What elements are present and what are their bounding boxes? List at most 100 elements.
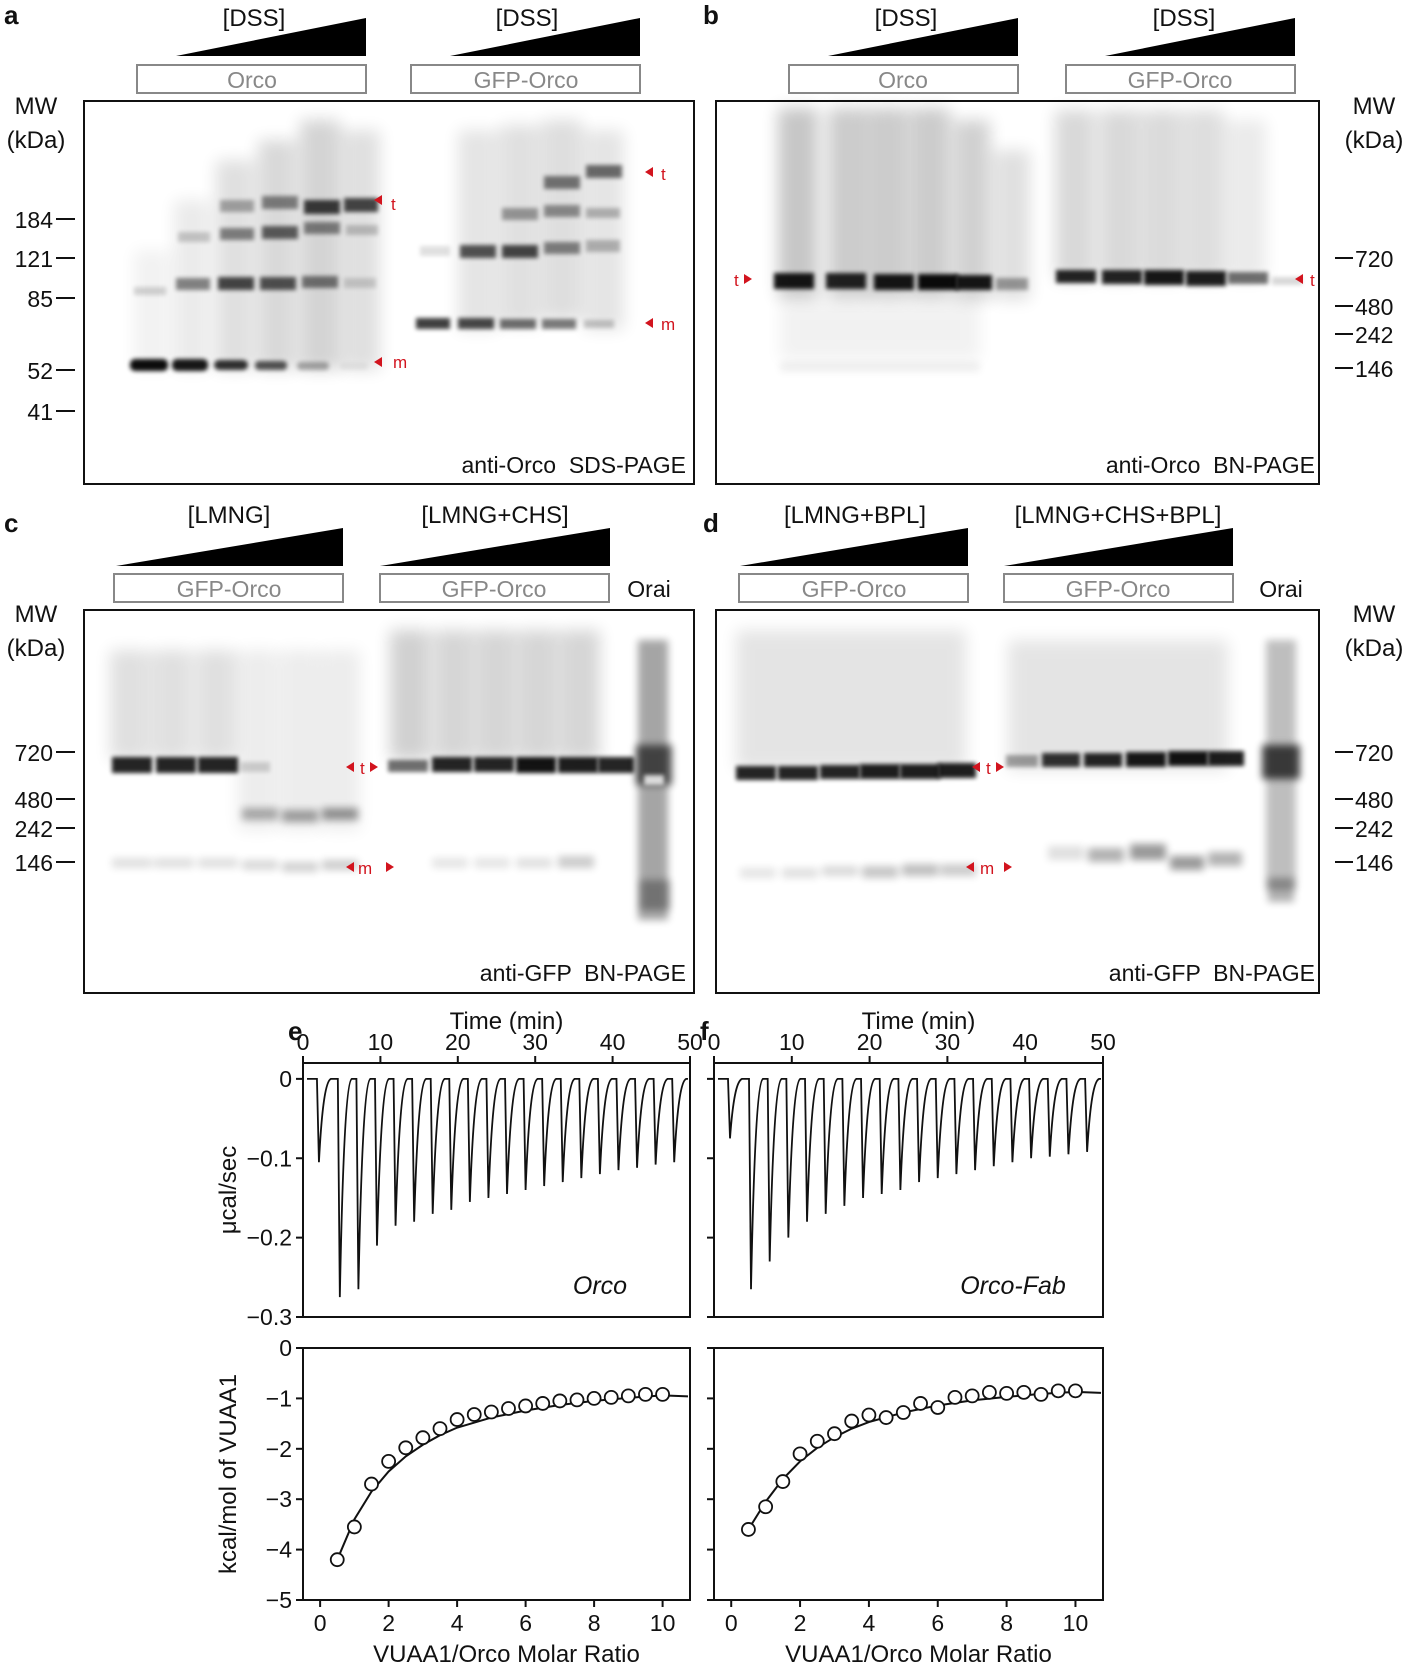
mw-axis-title: MW bbox=[15, 93, 58, 120]
condition-label: [DSS] bbox=[875, 5, 938, 32]
x-tick-label: 6 bbox=[519, 1610, 532, 1636]
band-label: t bbox=[734, 271, 739, 290]
construct-label: Orco bbox=[227, 67, 277, 93]
data-point bbox=[483, 1404, 499, 1420]
itc-panel-f: 0 10 20 30 40 50 Time (min) Orco-Fab bbox=[707, 1008, 1116, 1318]
mw-marker-ticks bbox=[1335, 257, 1353, 369]
band-arrow-icon bbox=[645, 167, 653, 177]
blot-caption: anti-GFP BN-PAGE bbox=[480, 960, 686, 986]
concentration-wedge bbox=[176, 18, 366, 56]
construct-label: GFP-Orco bbox=[177, 576, 282, 602]
data-point bbox=[535, 1396, 551, 1411]
thermogram-trace bbox=[718, 1077, 1101, 1290]
thermogram-trace bbox=[307, 1077, 688, 1298]
x-tick-label: 10 bbox=[368, 1029, 394, 1055]
concentration-wedge bbox=[450, 18, 640, 56]
construct-label: Orco bbox=[878, 67, 928, 93]
band-arrow-icon bbox=[370, 762, 378, 772]
blot-image bbox=[736, 630, 1300, 902]
panel-d: d [LMNG+BPL] [LMNG+CHS+BPL] GFP-Orco GFP… bbox=[703, 502, 1403, 994]
mw-marker: 242 bbox=[15, 816, 53, 842]
data-point bbox=[569, 1392, 585, 1408]
data-point bbox=[981, 1384, 997, 1400]
x-axis-title: Time (min) bbox=[862, 1008, 976, 1035]
y-axis-title: μcal/sec bbox=[215, 1146, 242, 1235]
mw-marker: 480 bbox=[1355, 787, 1393, 813]
mw-axis-title: MW bbox=[15, 601, 58, 628]
x-tick-label: 40 bbox=[1012, 1029, 1038, 1055]
mw-axis-title: (kDa) bbox=[1345, 127, 1404, 154]
construct-box bbox=[379, 573, 610, 603]
x-tick-label: 4 bbox=[451, 1610, 464, 1636]
mw-marker: 184 bbox=[15, 207, 54, 233]
panel-a: a [DSS] [DSS] Orco GFP-Orco MW (kDa) bbox=[4, 0, 695, 485]
data-point bbox=[775, 1474, 791, 1489]
mw-marker: 146 bbox=[1355, 356, 1393, 382]
band-arrow-icon bbox=[374, 357, 382, 367]
y-tick-label: −1 bbox=[266, 1385, 292, 1411]
data-point bbox=[792, 1446, 808, 1462]
data-point bbox=[895, 1405, 911, 1420]
x-tick-label: 0 bbox=[708, 1029, 721, 1055]
data-point bbox=[758, 1499, 774, 1515]
mw-marker: 146 bbox=[15, 850, 53, 876]
condition-label: [DSS] bbox=[496, 5, 559, 32]
x-axis-title: VUAA1/Orco Molar Ratio bbox=[373, 1641, 640, 1664]
band-label: t bbox=[986, 759, 991, 778]
band-label: t bbox=[661, 165, 666, 184]
data-point bbox=[329, 1552, 345, 1568]
x-tick-label: 0 bbox=[297, 1029, 310, 1055]
band-label: t bbox=[360, 759, 365, 778]
data-point bbox=[1033, 1386, 1049, 1402]
x-tick-label: 0 bbox=[725, 1610, 738, 1636]
concentration-wedge bbox=[828, 18, 1018, 56]
band-label: m bbox=[393, 353, 407, 372]
data-point bbox=[844, 1413, 860, 1429]
construct-label: GFP-Orco bbox=[442, 576, 547, 602]
construct-box bbox=[136, 64, 367, 94]
mw-axis-title: (kDa) bbox=[7, 635, 66, 662]
band-arrow-icon bbox=[346, 762, 354, 772]
band-arrow-icon bbox=[645, 318, 653, 328]
mw-marker: 720 bbox=[1355, 246, 1393, 272]
x-tick-label: 10 bbox=[779, 1029, 805, 1055]
sample-label: Orco-Fab bbox=[960, 1272, 1066, 1300]
data-point bbox=[415, 1430, 431, 1446]
blot-image bbox=[774, 108, 1302, 372]
data-point bbox=[913, 1396, 928, 1411]
panel-b: b [DSS] [DSS] Orco GFP-Orco MW (kDa) bbox=[703, 0, 1404, 485]
y-axis-title: kcal/mol of VUAA1 bbox=[215, 1374, 242, 1574]
panel-letter: a bbox=[4, 0, 19, 30]
mw-marker: 242 bbox=[1355, 816, 1393, 842]
blot-image bbox=[110, 630, 672, 920]
band-label: m bbox=[358, 859, 372, 878]
control-label: Orai bbox=[627, 576, 670, 602]
x-axis-title: VUAA1/Orco Molar Ratio bbox=[785, 1641, 1052, 1664]
band-arrow-icon bbox=[1295, 274, 1303, 284]
y-tick-label: −3 bbox=[266, 1486, 292, 1512]
binding-frame bbox=[713, 1347, 1104, 1601]
mw-marker: 720 bbox=[15, 740, 53, 766]
mw-axis-title: (kDa) bbox=[7, 127, 66, 154]
data-point bbox=[827, 1426, 842, 1442]
x-tick-label: 20 bbox=[445, 1029, 471, 1055]
mw-marker: 146 bbox=[1355, 850, 1393, 876]
data-point bbox=[809, 1433, 825, 1449]
mw-marker-ticks bbox=[1335, 751, 1353, 863]
y-tick-label: −0.3 bbox=[247, 1304, 292, 1330]
y-tick-label: 0 bbox=[279, 1066, 292, 1092]
data-point bbox=[878, 1410, 894, 1425]
data-point bbox=[552, 1393, 568, 1409]
x-tick-label: 4 bbox=[863, 1610, 876, 1636]
x-tick-label: 30 bbox=[935, 1029, 961, 1055]
condition-label: [DSS] bbox=[1153, 5, 1216, 32]
band-label: m bbox=[980, 859, 994, 878]
band-arrow-icon bbox=[972, 762, 980, 772]
sample-label: Orco bbox=[573, 1272, 627, 1300]
concentration-wedge bbox=[1105, 18, 1295, 56]
x-tick-label: 20 bbox=[857, 1029, 883, 1055]
data-point bbox=[655, 1386, 671, 1402]
concentration-wedge bbox=[740, 528, 968, 566]
construct-label: GFP-Orco bbox=[474, 67, 579, 93]
